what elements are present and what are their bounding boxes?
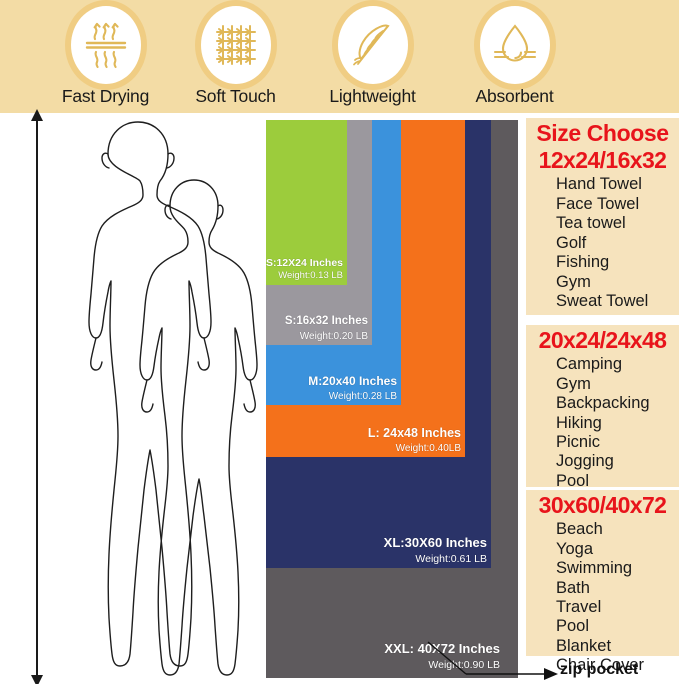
size-name: XS:12X24 Inches xyxy=(266,257,343,270)
feature-fast-drying: Fast Drying xyxy=(38,0,173,113)
silhouette-adult-tall xyxy=(88,121,212,667)
list-item: Backpacking xyxy=(556,394,650,413)
towel-size-stack: XXL: 40X72 Inches Weight:0.90 LB XL:30X6… xyxy=(266,120,518,680)
list-item: Jogging xyxy=(556,452,614,471)
heat-waves-icon xyxy=(70,6,141,84)
list-item: Picnic xyxy=(556,433,601,451)
size-weight: Weight:0.90 LB xyxy=(428,658,500,671)
size-label-wrap: S:16x32 Inches Weight:0.20 LB xyxy=(285,314,368,343)
panel-use-list: Camping Gym Backpacking Hiking Picnic Jo… xyxy=(526,355,679,491)
list-item: Swimming xyxy=(556,559,633,578)
size-label-wrap: L: 24x48 Inches Weight:0.40LB xyxy=(368,425,461,455)
feature-label: Fast Drying xyxy=(61,86,150,106)
panel-subtitle: 30x60/40x72 xyxy=(538,492,667,518)
feature-label: Absorbent xyxy=(475,86,554,106)
info-panel-large-sizes: 30x60/40x72 Beach Yoga Swimming Bath Tra… xyxy=(526,490,679,674)
height-label: 6 Feet xyxy=(0,24,3,70)
list-item: Fishing xyxy=(556,253,610,272)
feature-absorbent: Absorbent xyxy=(447,0,582,113)
panel-use-list: Hand Towel Face Towel Tea towel Golf Fis… xyxy=(526,175,679,311)
panel-subtitle: 20x24/24x48 xyxy=(538,327,667,353)
zip-pocket-leader-line xyxy=(427,641,558,680)
size-label-wrap: XXL: 40X72 Inches Weight:0.90 LB xyxy=(384,640,500,672)
list-item: Tea towel xyxy=(556,214,626,233)
size-label-wrap: M:20x40 Inches Weight:0.28 LB xyxy=(308,373,397,403)
list-item: Chair Cover xyxy=(556,656,645,675)
list-item: Hand Towel xyxy=(556,175,642,194)
woven-mesh-icon xyxy=(200,6,271,84)
feature-label: Lightweight xyxy=(329,86,416,106)
arrow-head-down-icon xyxy=(31,675,43,684)
list-item: Pool xyxy=(556,471,590,490)
size-weight: Weight:0.61 LB xyxy=(415,552,487,565)
silhouette-adult-short xyxy=(139,179,258,676)
feature-soft-touch: Soft Touch xyxy=(168,0,303,113)
size-weight: Weight:0.13 LB xyxy=(278,270,343,282)
list-item: Yoga xyxy=(556,539,594,558)
list-item: Sweat Towel xyxy=(556,292,649,311)
arrow-head-up-icon xyxy=(31,109,43,121)
human-silhouettes xyxy=(52,118,272,680)
size-label-wrap: XS:12X24 Inches Weight:0.13 LB xyxy=(266,256,343,283)
feature-lightweight: Lightweight xyxy=(305,0,440,113)
water-droplet-icon xyxy=(479,6,550,84)
list-item: Gym xyxy=(556,272,591,291)
list-item: Hiking xyxy=(556,413,602,432)
size-name: L: 24x48 Inches xyxy=(367,425,461,440)
panel-use-list: Beach Yoga Swimming Bath Travel Pool Bla… xyxy=(526,520,679,676)
size-rect-xs[interactable]: XS:12X24 Inches Weight:0.13 LB xyxy=(266,120,347,285)
panel-title: Size Choose xyxy=(536,120,669,146)
feature-banner: Fast Drying xyxy=(0,0,679,113)
list-item: Bath xyxy=(556,578,590,597)
size-label-wrap: XL:30X60 Inches Weight:0.61 LB xyxy=(384,534,487,566)
list-item: Camping xyxy=(556,355,623,374)
list-item: Beach xyxy=(556,520,603,539)
feather-icon xyxy=(337,6,408,84)
zip-pocket-label: zip pocket xyxy=(560,661,639,678)
info-panel-medium-sizes: 20x24/24x48 Camping Gym Backpacking Hiki… xyxy=(526,325,679,490)
size-name: S:16x32 Inches xyxy=(284,314,368,327)
feature-label: Soft Touch xyxy=(195,86,276,106)
panel-subtitle: 12x24/16x32 xyxy=(538,147,667,174)
size-weight: Weight:0.28 LB xyxy=(328,390,397,402)
info-panel-small-sizes: Size Choose 12x24/16x32 Hand Towel Face … xyxy=(526,118,679,315)
list-item: Golf xyxy=(556,233,587,252)
size-name: XL:30X60 Inches xyxy=(383,535,487,551)
list-item: Blanket xyxy=(556,636,612,655)
list-item: Face Towel xyxy=(556,194,640,213)
size-weight: Weight:0.40LB xyxy=(395,442,461,454)
list-item: Gym xyxy=(556,374,591,393)
size-weight: Weight:0.20 LB xyxy=(299,330,368,342)
list-item: Travel xyxy=(556,598,602,616)
height-measurement-arrow xyxy=(31,109,43,684)
size-name: M:20x40 Inches xyxy=(308,374,397,389)
list-item: Pool xyxy=(556,617,590,636)
size-name: XXL: 40X72 Inches xyxy=(384,641,500,657)
